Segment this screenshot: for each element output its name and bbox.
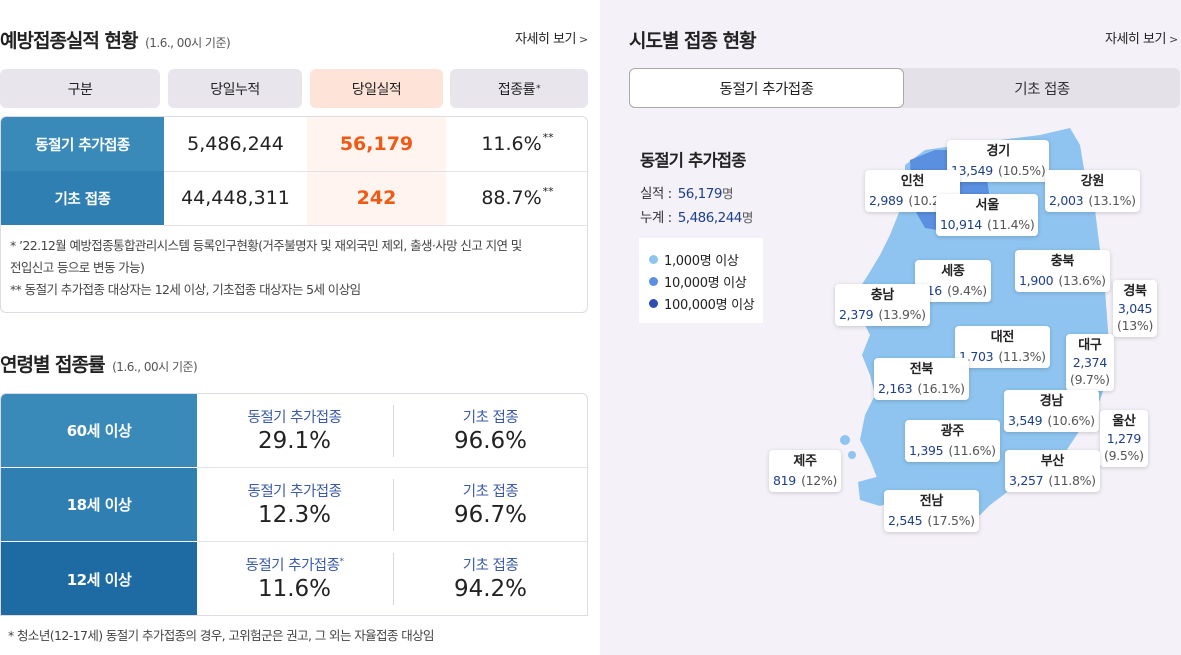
- summary-total: 누계 :5,486,244명: [640, 210, 753, 226]
- summary-daily: 실적 :56,179명: [640, 186, 733, 202]
- basic-cumulative: 44,448,311: [181, 187, 290, 209]
- booster-cumulative: 5,486,244: [187, 133, 284, 155]
- performance-more-link[interactable]: 자세히 보기 >: [515, 32, 588, 47]
- legend-item: 1,000명 이상: [649, 248, 763, 270]
- booster-rate: 11.6% **: [481, 131, 554, 155]
- region-daejeon[interactable]: 대전 1,703 (11.3%): [955, 326, 1050, 368]
- row-divider: [164, 171, 587, 172]
- tab-basic[interactable]: 기초 접종: [1014, 81, 1070, 98]
- header-rate: 접종률 *: [450, 69, 588, 108]
- region-chungnam[interactable]: 충남 2,379 (13.9%): [835, 284, 930, 326]
- summary-title: 동절기 추가접종: [640, 151, 746, 170]
- region-seoul[interactable]: 서울 10,914 (11.4%): [936, 194, 1039, 236]
- region-gyeongnam[interactable]: 경남 3,549 (10.6%): [1004, 390, 1099, 432]
- header-category: 구분: [0, 69, 160, 108]
- age-title: 연령별 접종률 (1.6., 00시 기준): [0, 354, 198, 376]
- region-gyeonggi[interactable]: 경기 13,549 (10.5%): [947, 140, 1050, 182]
- booster-daily: 56,179: [339, 133, 414, 155]
- legend-item: 10,000명 이상: [649, 270, 763, 292]
- age-60-basic: 기초 접종 96.6%: [453, 410, 528, 454]
- age-label-18: 18세 이상: [1, 468, 197, 541]
- legend-dot: [649, 298, 658, 308]
- cell-divider: [393, 405, 394, 457]
- region-jeju[interactable]: 제주 819 (12%): [769, 450, 842, 492]
- performance-note-1: * ’22.12월 예방접종통합관리시스템 등록인구현황(거주불명자 및 재외국…: [10, 238, 522, 253]
- performance-table: 동절기 추가접종 기초 접종 5,486,244 56,179 11.6% ** …: [0, 116, 588, 313]
- region-sejong[interactable]: 세종 316 (9.4%): [915, 260, 991, 302]
- basic-daily: 242: [356, 187, 397, 209]
- region-gyeongbuk[interactable]: 경북 3,045 (13%): [1113, 280, 1158, 337]
- age-60-booster: 동절기 추가접종 29.1%: [247, 410, 343, 454]
- basic-rate: 88.7% **: [481, 185, 554, 209]
- region-busan[interactable]: 부산 3,257 (11.8%): [1005, 450, 1100, 492]
- performance-subtitle: (1.6., 00시 기준): [145, 36, 231, 50]
- age-subtitle: (1.6., 00시 기준): [112, 360, 198, 374]
- performance-note-3: ** 동절기 추가접종 대상자는 12세 이상, 기초접종 대상자는 5세 이상…: [10, 282, 361, 297]
- row-label-booster: 동절기 추가접종: [1, 117, 164, 171]
- age-note: * 청소년(12-17세) 동절기 추가접종의 경우, 고위험군은 권고, 그 …: [8, 628, 435, 643]
- chevron-right-icon: >: [578, 33, 588, 46]
- age-18-basic: 기초 접종 96.7%: [453, 484, 528, 528]
- cell-divider: [393, 553, 394, 605]
- region-jeonnam[interactable]: 전남 2,545 (17.5%): [884, 490, 979, 532]
- tab-booster[interactable]: 동절기 추가접종: [629, 68, 904, 108]
- region-daegu[interactable]: 대구 2,374 (9.7%): [1066, 334, 1114, 391]
- cell-divider: [393, 479, 394, 531]
- age-label-12: 12세 이상: [1, 542, 197, 615]
- row-label-basic: 기초 접종: [1, 171, 164, 225]
- regional-title: 시도별 접종 현황: [629, 30, 757, 52]
- row-divider: [197, 541, 587, 542]
- region-jeonbuk[interactable]: 전북 2,163 (16.1%): [874, 358, 969, 400]
- legend-item: 100,000명 이상: [649, 292, 763, 314]
- row-divider: [197, 467, 587, 468]
- map-legend: 1,000명 이상 10,000명 이상 100,000명 이상: [639, 238, 763, 323]
- regional-tabs: 동절기 추가접종 기초 접종: [629, 68, 1180, 108]
- region-gangwon[interactable]: 강원 2,003 (13.1%): [1045, 170, 1140, 212]
- legend-dot: [649, 276, 658, 286]
- age-12-booster: 동절기 추가접종* 11.6%: [245, 557, 345, 602]
- performance-note-2: 전입신고 등으로 변동 가능): [10, 260, 145, 275]
- chevron-right-icon: >: [1168, 33, 1178, 46]
- header-cumulative: 당일누적: [168, 69, 302, 108]
- age-18-booster: 동절기 추가접종 12.3%: [247, 484, 343, 528]
- legend-dot: [649, 254, 658, 264]
- age-12-basic: 기초 접종 94.2%: [453, 558, 528, 602]
- region-chungbuk[interactable]: 충북 1,900 (13.6%): [1015, 250, 1110, 292]
- regional-more-link[interactable]: 자세히 보기 >: [1105, 32, 1178, 47]
- performance-title: 예방접종실적 현황 (1.6., 00시 기준): [0, 30, 231, 52]
- region-gwangju[interactable]: 광주 1,395 (11.6%): [905, 420, 1000, 462]
- row-divider: [164, 225, 587, 226]
- header-daily: 당일실적: [310, 69, 443, 108]
- age-label-60: 60세 이상: [1, 394, 197, 467]
- age-table: 60세 이상 18세 이상 12세 이상 동절기 추가접종 29.1% 기초 접…: [0, 393, 588, 616]
- region-ulsan[interactable]: 울산 1,279 (9.5%): [1100, 410, 1148, 467]
- rate-mark: *: [536, 83, 541, 94]
